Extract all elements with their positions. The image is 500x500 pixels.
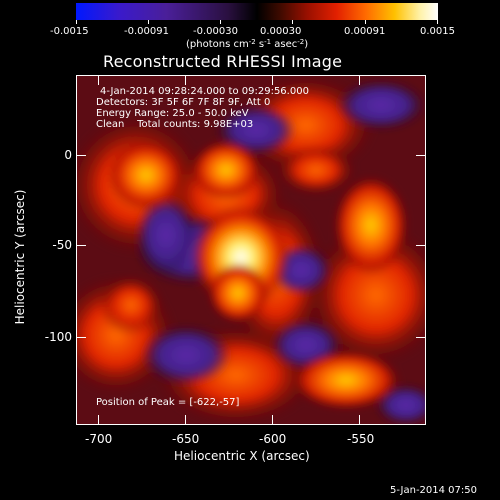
colorbar-tick-label: 0.00091 <box>344 26 386 37</box>
x-major-tick <box>98 415 99 425</box>
y-axis-label: Heliocentric Y (arcsec) <box>13 189 27 325</box>
colorbar-tick-label: 0.00030 <box>260 26 302 37</box>
x-major-tick-top <box>359 75 360 85</box>
x-axis-label: Heliocentric X (arcsec) <box>174 449 310 463</box>
colorbar-tick-label: -0.00091 <box>124 26 169 37</box>
time-range-label: 4-Jan-2014 09:28:24.000 to 09:29:56.000 <box>100 86 309 97</box>
energy-range-label: Energy Range: 25.0 - 50.0 keV <box>96 108 249 119</box>
colorbar-tick <box>76 20 77 24</box>
colorbar-tick <box>220 20 221 24</box>
x-major-tick <box>185 415 186 425</box>
x-major-tick-top <box>272 75 273 85</box>
x-major-tick-top <box>185 75 186 85</box>
x-tick-label: -650 <box>172 432 200 446</box>
colorbar <box>76 3 438 20</box>
y-major-tick <box>76 155 86 156</box>
x-major-tick-top <box>98 75 99 85</box>
x-tick-label: -700 <box>85 432 113 446</box>
colorbar-tick <box>365 20 366 24</box>
y-major-tick <box>76 245 86 246</box>
footer-timestamp: 5-Jan-2014 07:50 <box>390 485 477 496</box>
y-major-tick-right <box>416 337 426 338</box>
y-tick-label: 0 <box>64 148 72 162</box>
colorbar-tick-label: -0.0015 <box>50 26 89 37</box>
detectors-label: Detectors: 3F 5F 6F 7F 8F 9F, Att 0 <box>96 97 271 108</box>
rhessi-image <box>76 75 426 425</box>
colorbar-tick <box>148 20 149 24</box>
rhessi-map-graphic <box>76 75 426 425</box>
y-major-tick <box>76 337 86 338</box>
image-title: Reconstructed RHESSI Image <box>103 52 343 71</box>
y-tick-label: -100 <box>44 330 72 344</box>
x-tick-label: -600 <box>259 432 287 446</box>
colorbar-tick <box>292 20 293 24</box>
peak-position-label: Position of Peak = [-622,-57] <box>96 397 240 408</box>
colorbar-tick <box>437 20 438 24</box>
clean-counts-label: Clean Total counts: 9.98E+03 <box>96 119 254 130</box>
colorbar-tick-label: -0.00030 <box>193 26 238 37</box>
colorbar-tick-label: 0.0015 <box>420 26 455 37</box>
x-major-tick <box>272 415 273 425</box>
y-major-tick-right <box>416 245 426 246</box>
colorbar-unit-label: (photons cm-2 s-1 asec-2) <box>186 38 309 51</box>
y-tick-label: -50 <box>52 238 72 252</box>
x-tick-label: -550 <box>347 432 375 446</box>
x-major-tick <box>359 415 360 425</box>
y-major-tick-right <box>416 155 426 156</box>
